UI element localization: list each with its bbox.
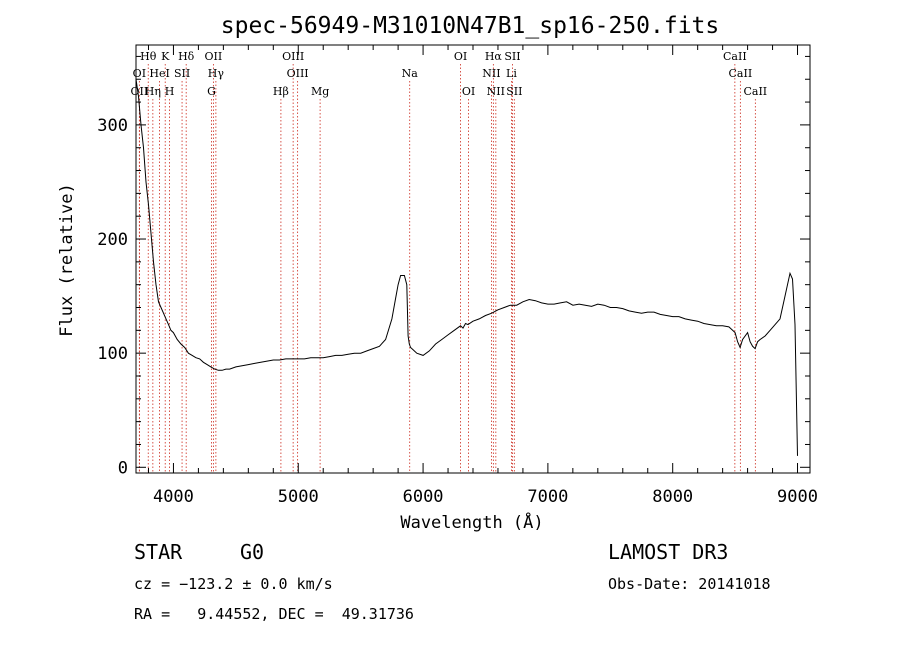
survey-name: LAMOST DR3 — [608, 540, 728, 564]
y-tick-label: 200 — [97, 230, 128, 250]
line-label-25: NII — [487, 85, 505, 98]
line-label-13: OIII — [287, 67, 309, 80]
line-label-17: CaII — [729, 67, 753, 80]
line-label-0: Hθ — [140, 50, 157, 63]
line-label-8: CaII — [723, 50, 747, 63]
line-label-6: Hα — [485, 50, 503, 63]
x-axis-label: Wavelength (Å) — [400, 511, 543, 533]
line-label-12: Hγ — [208, 67, 225, 80]
line-label-11: SII — [174, 67, 190, 80]
object-class: STAR — [134, 540, 183, 564]
line-label-20: H — [165, 85, 175, 98]
line-label-27: CaII — [743, 85, 767, 98]
obs-date: Obs-Date: 20141018 — [608, 575, 771, 593]
y-tick-label: 0 — [118, 458, 128, 478]
x-tick-label: 5000 — [278, 487, 319, 507]
y-tick-label: 100 — [97, 344, 128, 364]
line-label-18: OII — [131, 85, 149, 98]
line-label-26: SII — [506, 85, 522, 98]
emission-line-markers — [138, 64, 756, 473]
x-axis-ticks: 4000 5000 6000 7000 8000 9000 — [147, 45, 818, 507]
line-label-10: HeI — [149, 67, 169, 80]
line-label-3: OII — [205, 50, 223, 63]
ra-dec: RA = 9.44552, DEC = 49.31736 — [134, 605, 414, 623]
x-tick-label: 6000 — [403, 487, 444, 507]
object-subclass: G0 — [240, 540, 264, 564]
x-tick-label: 4000 — [153, 487, 194, 507]
line-label-1: K — [161, 50, 170, 63]
line-label-16: Li — [506, 67, 517, 80]
line-label-24: OI — [462, 85, 475, 98]
line-label-21: G — [207, 85, 216, 98]
line-label-5: OI — [454, 50, 467, 63]
y-axis-ticks: 0 100 200 300 — [97, 55, 810, 478]
plot-frame — [135, 44, 811, 474]
x-tick-label: 8000 — [652, 487, 693, 507]
line-label-19: Hη — [145, 85, 161, 98]
x-tick-label: 9000 — [777, 487, 818, 507]
y-tick-label: 300 — [97, 116, 128, 136]
line-label-4: OIII — [282, 50, 304, 63]
line-label-15: NII — [482, 67, 500, 80]
line-label-7: SII — [504, 50, 520, 63]
line-label-22: Hβ — [273, 85, 289, 98]
chart-title: spec-56949-M31010N47B1_sp16-250.fits — [221, 13, 720, 39]
line-label-23: Mg — [311, 85, 329, 98]
redshift-cz: cz = −123.2 ± 0.0 km/s — [134, 575, 333, 593]
y-axis-label: Flux (relative) — [57, 183, 77, 337]
line-label-14: Na — [402, 67, 419, 80]
line-label-2: Hδ — [178, 50, 195, 63]
line-label-9: OI — [133, 67, 146, 80]
spectrum-line — [135, 79, 798, 456]
x-tick-label: 7000 — [527, 487, 568, 507]
